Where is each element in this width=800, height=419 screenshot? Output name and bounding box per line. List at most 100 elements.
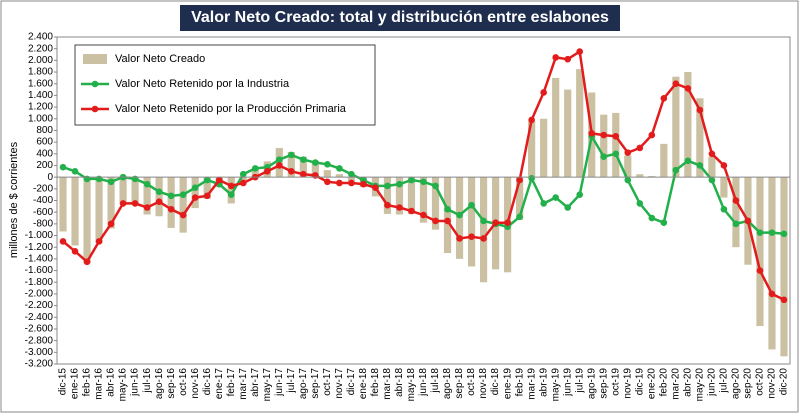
x-tick-label: jul-16 bbox=[142, 368, 153, 394]
bar bbox=[251, 168, 259, 178]
legend-label: Valor Neto Retenido por la Producción Pr… bbox=[115, 103, 347, 115]
y-tick-label: -1.800 bbox=[25, 277, 54, 288]
y-tick-label: -1.200 bbox=[25, 242, 54, 253]
point bbox=[239, 170, 247, 178]
x-tick-label: jul-19 bbox=[574, 368, 585, 394]
bar bbox=[660, 143, 668, 178]
x-tick-label: nov-20 bbox=[767, 368, 778, 399]
point bbox=[564, 204, 571, 211]
y-tick-label: 1.000 bbox=[28, 113, 53, 124]
bar bbox=[516, 177, 524, 220]
point bbox=[288, 168, 295, 175]
point bbox=[636, 200, 644, 207]
x-tick-label: jul-17 bbox=[286, 368, 297, 394]
point bbox=[420, 178, 427, 186]
x-tick-label: dic-16 bbox=[202, 368, 213, 396]
x-tick-label: oct-19 bbox=[610, 368, 621, 396]
x-tick-label: feb-18 bbox=[370, 368, 381, 397]
bar bbox=[768, 177, 776, 350]
bar bbox=[624, 155, 632, 178]
bar bbox=[383, 177, 392, 214]
y-tick-label: 800 bbox=[36, 125, 53, 136]
point bbox=[131, 200, 139, 207]
point bbox=[540, 200, 547, 207]
bar bbox=[780, 177, 788, 357]
bar bbox=[540, 118, 548, 178]
x-tick-label: sep-20 bbox=[743, 368, 754, 399]
bar bbox=[167, 177, 175, 228]
point bbox=[492, 219, 499, 226]
y-tick-label: -2.400 bbox=[25, 312, 54, 323]
bar bbox=[131, 177, 139, 206]
x-tick-label: mar-18 bbox=[382, 368, 393, 400]
x-tick-label: ago-18 bbox=[442, 368, 453, 400]
bar bbox=[239, 177, 247, 181]
x-tick-label: dic-17 bbox=[346, 368, 357, 396]
point bbox=[528, 175, 535, 182]
point bbox=[780, 230, 788, 238]
x-tick-label: mar-20 bbox=[670, 368, 681, 400]
point bbox=[143, 180, 151, 188]
bar bbox=[227, 177, 235, 204]
x-tick-label: oct-18 bbox=[466, 368, 477, 396]
point bbox=[456, 211, 463, 219]
bar bbox=[107, 177, 115, 229]
point bbox=[444, 205, 451, 213]
y-tick-label: 600 bbox=[36, 137, 53, 148]
point bbox=[612, 150, 620, 158]
point bbox=[131, 175, 139, 183]
point bbox=[71, 248, 79, 255]
bar bbox=[684, 72, 692, 178]
bar bbox=[335, 174, 343, 178]
point bbox=[768, 290, 776, 298]
point bbox=[107, 178, 115, 186]
point bbox=[384, 201, 391, 209]
x-tick-label: may-18 bbox=[406, 368, 417, 402]
point bbox=[83, 175, 91, 183]
point bbox=[552, 194, 559, 201]
x-tick-label: ene-20 bbox=[646, 368, 657, 400]
legend-marker bbox=[91, 80, 99, 88]
point bbox=[684, 85, 692, 92]
y-tick-label: 1.800 bbox=[28, 67, 53, 78]
y-tick-label: 0 bbox=[47, 172, 53, 183]
bar bbox=[83, 177, 91, 264]
x-tick-label: sep-18 bbox=[454, 368, 465, 399]
x-tick-label: ene-19 bbox=[502, 368, 513, 400]
bar bbox=[720, 177, 728, 198]
x-tick-label: jun-19 bbox=[562, 368, 573, 397]
x-tick-label: sep-17 bbox=[310, 368, 321, 399]
point bbox=[708, 150, 716, 158]
bar bbox=[347, 177, 356, 182]
bar bbox=[323, 170, 331, 178]
bar bbox=[600, 114, 608, 178]
point bbox=[251, 165, 259, 172]
point bbox=[396, 180, 403, 188]
point bbox=[516, 176, 523, 184]
bar bbox=[672, 76, 680, 178]
bar bbox=[203, 177, 211, 199]
point bbox=[203, 176, 211, 184]
y-tick-label: -2.800 bbox=[25, 335, 54, 346]
point bbox=[191, 184, 199, 191]
x-tick-label: abr-17 bbox=[250, 368, 261, 397]
bar bbox=[119, 177, 127, 204]
point bbox=[636, 144, 644, 152]
point bbox=[83, 258, 91, 266]
y-tick-label: -3.000 bbox=[25, 347, 54, 358]
point bbox=[155, 198, 163, 205]
point bbox=[155, 188, 163, 196]
bar bbox=[552, 77, 560, 178]
bar bbox=[95, 177, 103, 244]
y-tick-label: -600 bbox=[33, 207, 53, 218]
point bbox=[516, 213, 523, 221]
x-tick-label: abr-18 bbox=[394, 368, 405, 397]
x-tick-label: dic-19 bbox=[634, 368, 645, 396]
point bbox=[624, 176, 632, 184]
y-tick-label: -1.600 bbox=[25, 265, 54, 276]
point bbox=[720, 162, 728, 169]
point bbox=[600, 153, 608, 161]
x-tick-label: ago-20 bbox=[731, 368, 742, 400]
x-tick-label: ene-18 bbox=[358, 368, 369, 400]
point bbox=[660, 95, 668, 102]
